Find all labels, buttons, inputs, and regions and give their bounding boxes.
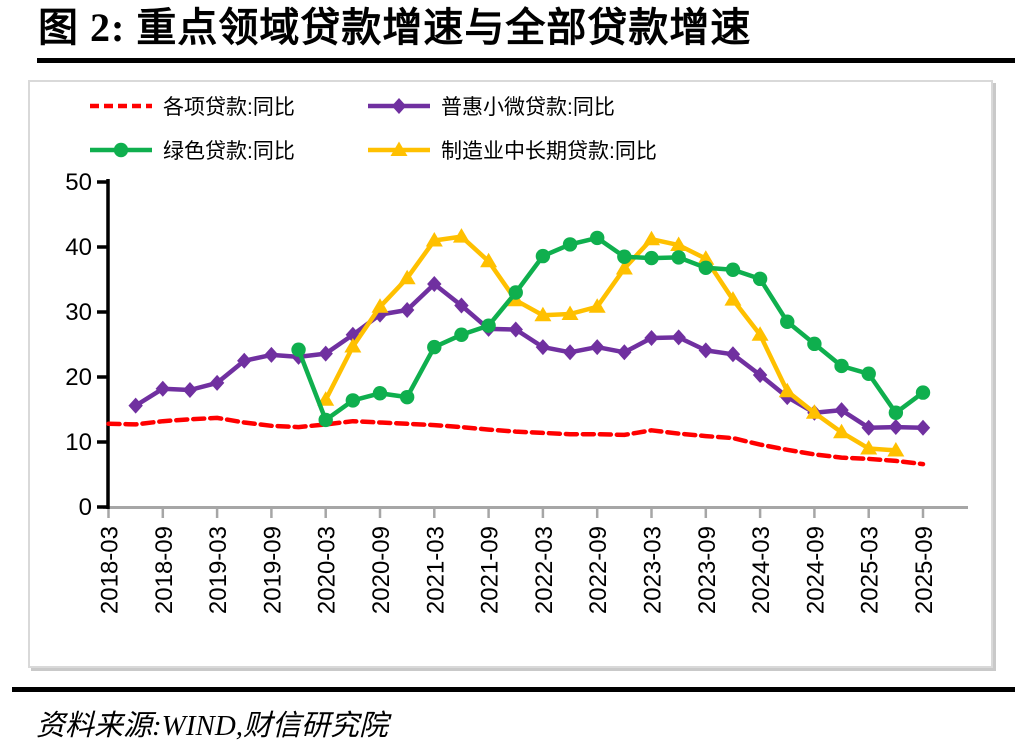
source-note: 资料来源:WIND,财信研究院 [36,710,389,742]
dashed-line-sample-icon [90,103,152,109]
title-divider-rule [37,58,1015,63]
diamond-line-sample-icon [368,98,430,114]
legend-label-manufacturing-loans: 制造业中长期贷款:同比 [441,140,657,163]
circle-line-sample-icon [90,142,152,158]
legend-label-green-loans: 绿色贷款:同比 [163,140,295,163]
legend-item-total-loans: 各项贷款:同比 [88,92,295,120]
triangle-line-sample-icon [368,141,430,156]
legend-label-inclusive-sme-loans: 普惠小微贷款:同比 [441,96,615,119]
legend-item-green-loans: 绿色贷款:同比 [88,136,295,164]
bottom-divider-rule [12,687,1015,692]
figure-title: 图 2: 重点领域贷款增速与全部贷款增速 [38,5,752,50]
chart-panel [28,80,993,668]
legend-item-inclusive-sme-loans: 普惠小微贷款:同比 [366,92,615,120]
legend-label-total-loans: 各项贷款:同比 [163,96,295,119]
legend-item-manufacturing-loans: 制造业中长期贷款:同比 [366,136,657,164]
